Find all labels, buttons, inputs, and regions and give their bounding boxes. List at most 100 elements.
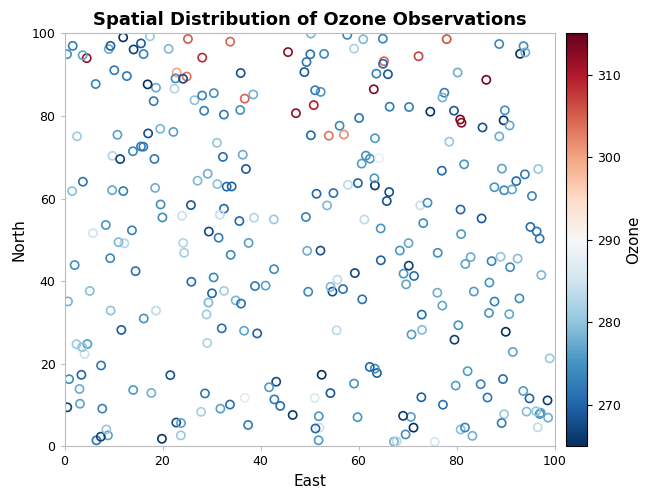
Point <box>319 50 330 58</box>
Point <box>542 396 553 404</box>
Point <box>150 184 161 192</box>
Point <box>460 424 470 432</box>
Point <box>101 221 111 229</box>
Point <box>128 148 139 156</box>
Point <box>466 253 476 261</box>
Point <box>268 265 279 273</box>
Point <box>250 282 260 290</box>
Point <box>404 103 414 111</box>
Point <box>418 219 428 227</box>
Point <box>360 152 371 160</box>
Point <box>511 177 521 185</box>
Point <box>349 380 360 388</box>
Point <box>442 35 452 43</box>
Point <box>322 202 332 209</box>
Point <box>224 400 235 408</box>
Point <box>63 298 73 306</box>
Point <box>476 380 486 388</box>
Point <box>178 239 188 247</box>
Point <box>72 132 83 140</box>
Point <box>370 134 380 142</box>
Point <box>376 224 386 232</box>
Point <box>202 170 213 177</box>
Point <box>127 226 137 234</box>
Point <box>316 371 327 379</box>
Point <box>497 164 507 172</box>
Point <box>449 106 460 114</box>
Point <box>432 288 443 296</box>
Point <box>213 234 224 241</box>
Point <box>202 339 212 347</box>
Point <box>290 109 301 117</box>
Point <box>354 114 364 122</box>
Point <box>489 183 500 191</box>
Point <box>212 180 222 188</box>
Point <box>467 432 478 440</box>
Point <box>417 326 428 334</box>
Point <box>143 130 153 138</box>
Point <box>91 436 102 444</box>
Point <box>400 430 411 438</box>
Point <box>201 310 212 318</box>
Point <box>107 152 118 160</box>
Point <box>212 139 222 147</box>
Point <box>376 256 386 264</box>
Point <box>500 106 510 114</box>
Point <box>242 421 253 429</box>
Point <box>139 314 149 322</box>
Point <box>225 251 236 259</box>
Point <box>500 328 511 336</box>
Point <box>311 190 322 198</box>
Point <box>357 296 368 304</box>
Point <box>305 50 316 58</box>
Point <box>221 182 232 190</box>
Point <box>300 213 311 221</box>
Point <box>269 396 280 404</box>
Point <box>203 298 214 306</box>
Point <box>303 288 314 296</box>
Point <box>310 424 321 432</box>
Point <box>515 50 525 58</box>
Point <box>186 278 196 286</box>
Point <box>243 239 254 247</box>
Point <box>171 68 182 76</box>
Point <box>453 322 464 330</box>
Point <box>450 382 461 390</box>
Point <box>404 262 414 270</box>
Point <box>189 96 200 104</box>
Point <box>439 88 450 96</box>
Point <box>409 272 420 280</box>
Point <box>316 88 326 96</box>
Point <box>369 174 380 182</box>
Point <box>208 89 219 97</box>
Point <box>527 192 537 200</box>
Point <box>169 84 180 92</box>
Point <box>136 142 147 150</box>
Point <box>218 287 229 295</box>
Point <box>534 410 545 418</box>
Point <box>118 34 129 42</box>
Point <box>77 51 88 59</box>
Y-axis label: Ozone: Ozone <box>626 216 641 264</box>
Point <box>151 306 161 314</box>
Point <box>116 326 127 334</box>
Point <box>338 130 349 138</box>
Point <box>494 132 505 140</box>
Point <box>324 132 334 140</box>
Point <box>394 246 405 254</box>
Point <box>238 326 249 334</box>
Point <box>496 419 507 427</box>
Point <box>239 94 250 102</box>
Point <box>398 412 408 420</box>
Point <box>178 75 188 83</box>
Point <box>308 101 319 109</box>
Point <box>313 436 324 444</box>
Point <box>186 201 196 209</box>
Point <box>352 179 363 187</box>
Point <box>155 200 166 208</box>
Point <box>112 131 123 139</box>
Point <box>532 424 543 432</box>
Point <box>79 350 90 358</box>
Title: Spatial Distribution of Ozone Observations: Spatial Distribution of Ozone Observatio… <box>93 11 526 29</box>
Point <box>163 45 174 53</box>
